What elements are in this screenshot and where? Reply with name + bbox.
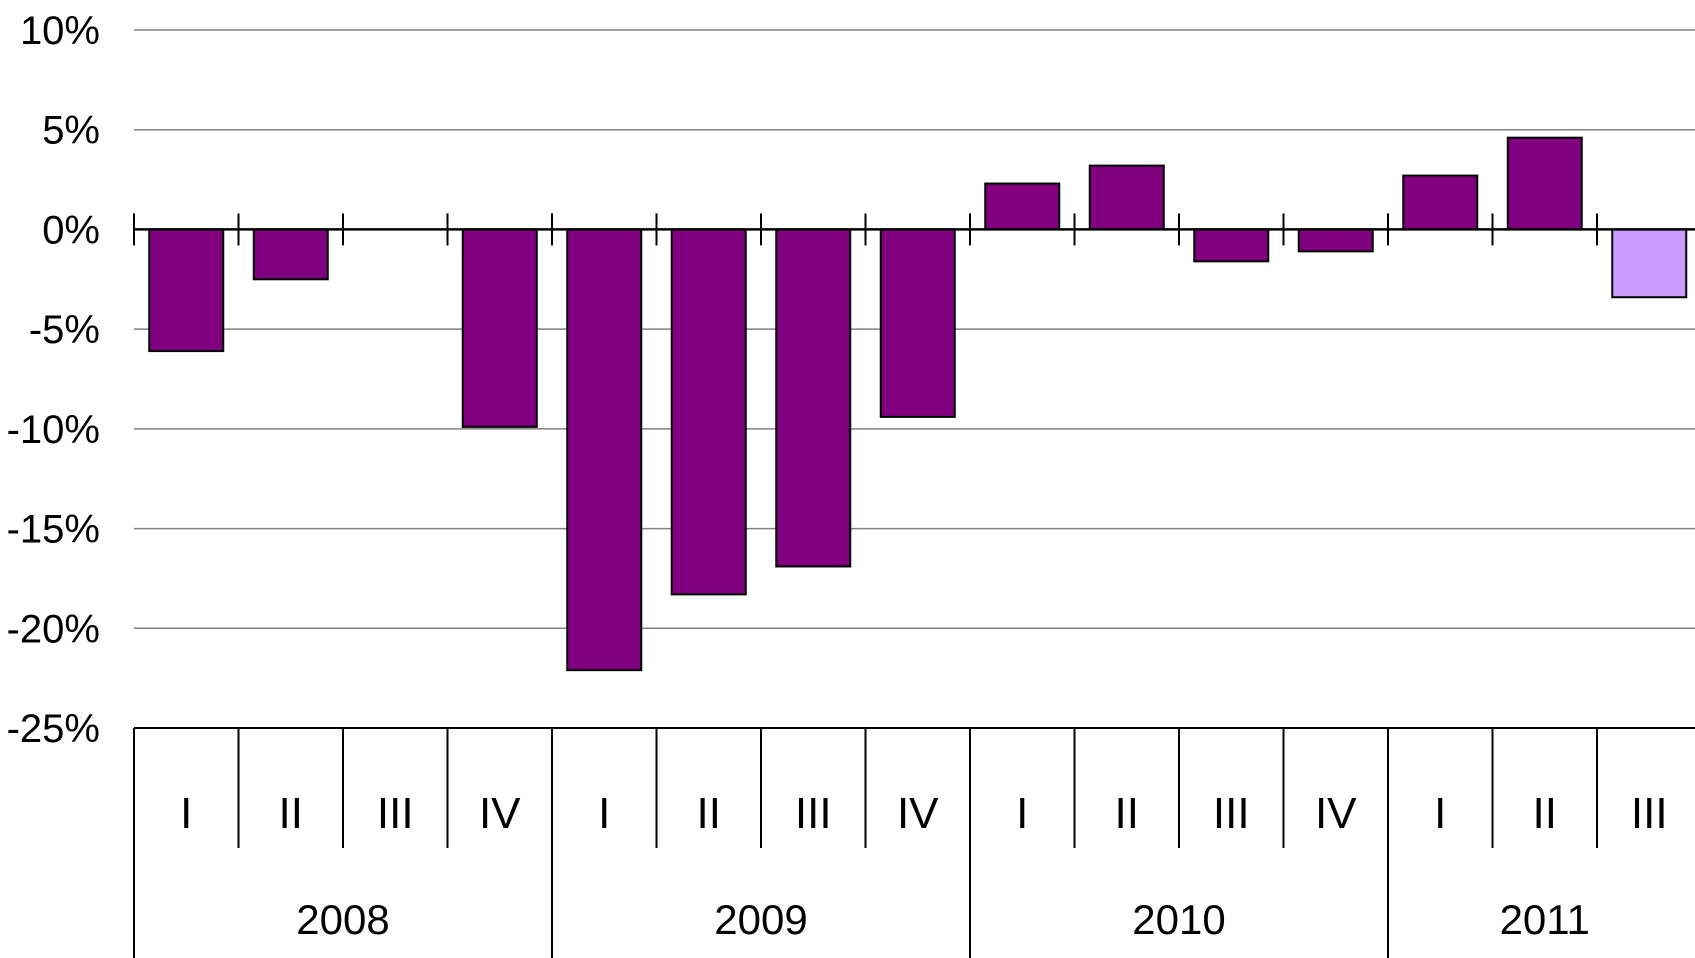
quarter-label: IV	[1315, 789, 1357, 838]
bar	[775, 228, 852, 568]
bar	[252, 228, 329, 281]
bar	[879, 228, 956, 418]
bar	[566, 228, 643, 672]
year-label: 2008	[296, 896, 389, 943]
y-tick-label: -10%	[7, 408, 100, 452]
quarter-label: III	[1213, 789, 1250, 838]
bar	[1297, 228, 1374, 253]
quarter-label: IV	[897, 789, 939, 838]
quarter-label: I	[1016, 789, 1028, 838]
bar	[148, 228, 225, 353]
bar	[984, 182, 1061, 231]
y-tick-label: 10%	[20, 9, 100, 53]
bar	[1611, 228, 1688, 299]
quarter-label: II	[697, 789, 721, 838]
bar	[1088, 164, 1165, 231]
bar	[670, 228, 747, 596]
bar	[1506, 136, 1583, 231]
y-tick-label: 5%	[42, 109, 100, 153]
quarter-label: I	[180, 789, 192, 838]
quarter-label: III	[377, 789, 414, 838]
bar	[461, 228, 538, 428]
bars	[148, 136, 1688, 672]
year-label: 2011	[1500, 896, 1590, 943]
quarter-label: I	[1434, 789, 1446, 838]
y-tick-label: -20%	[7, 607, 100, 651]
quarter-label: III	[1631, 789, 1668, 838]
bar	[1193, 228, 1270, 263]
quarter-label: II	[1115, 789, 1139, 838]
y-tick-label: -15%	[7, 508, 100, 552]
zero-axis	[133, 213, 1695, 246]
year-label: 2010	[1132, 896, 1225, 943]
y-tick-label: -25%	[7, 707, 100, 751]
y-tick-label: 0%	[42, 208, 100, 252]
y-axis-ticks: 10% 5% 0% -5% -10% -15% -20% -25%	[7, 9, 100, 751]
quarter-label: II	[279, 789, 303, 838]
quarter-label: IV	[479, 789, 521, 838]
quarter-label: II	[1533, 789, 1557, 838]
y-tick-label: -5%	[29, 308, 100, 352]
bar	[1402, 174, 1479, 231]
quarter-label: III	[795, 789, 832, 838]
year-label: 2009	[714, 896, 807, 943]
quarter-label: I	[598, 789, 610, 838]
